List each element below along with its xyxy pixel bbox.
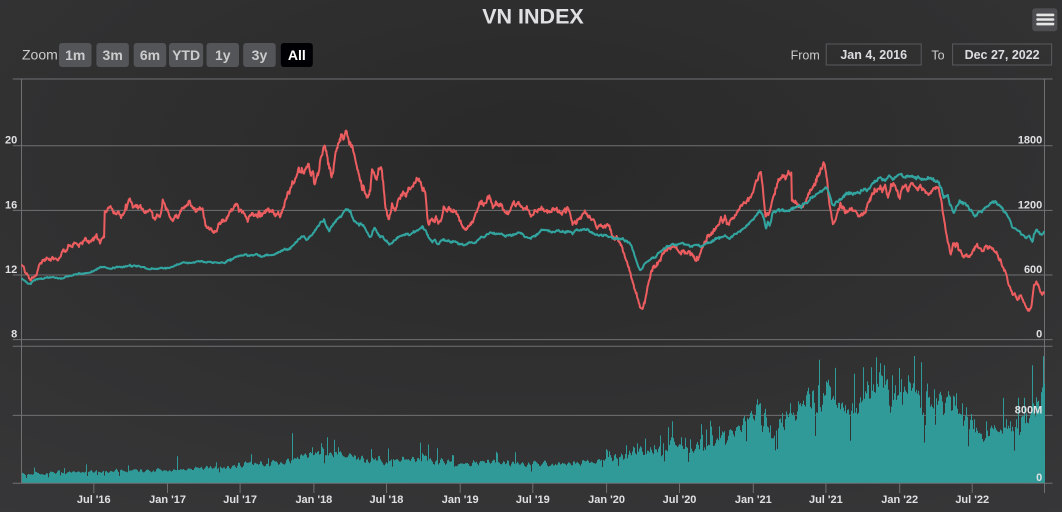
svg-text:3m: 3m xyxy=(103,47,123,63)
svg-text:8: 8 xyxy=(11,329,17,341)
svg-text:6m: 6m xyxy=(140,47,160,63)
svg-text:YTD: YTD xyxy=(172,47,200,63)
svg-text:3y: 3y xyxy=(252,47,268,63)
svg-text:Jul '18: Jul '18 xyxy=(370,494,404,506)
svg-text:Jul '17: Jul '17 xyxy=(223,494,257,506)
svg-text:0: 0 xyxy=(1036,472,1042,484)
svg-text:VN INDEX: VN INDEX xyxy=(482,5,584,29)
svg-text:Dec 27, 2022: Dec 27, 2022 xyxy=(965,48,1040,62)
svg-text:From: From xyxy=(791,49,820,63)
svg-text:Jul '16: Jul '16 xyxy=(77,494,111,506)
svg-text:1y: 1y xyxy=(215,47,231,63)
svg-text:1200: 1200 xyxy=(1018,199,1042,211)
svg-text:Jan '22: Jan '22 xyxy=(881,494,918,506)
svg-text:All: All xyxy=(288,47,306,63)
svg-text:Jul '21: Jul '21 xyxy=(809,494,843,506)
svg-text:1800: 1800 xyxy=(1018,135,1042,147)
svg-text:Jan '21: Jan '21 xyxy=(735,494,772,506)
svg-text:Jul '19: Jul '19 xyxy=(516,494,550,506)
svg-text:Jan '18: Jan '18 xyxy=(295,494,332,506)
svg-text:1m: 1m xyxy=(65,47,85,63)
svg-text:0: 0 xyxy=(1036,329,1042,341)
svg-text:20: 20 xyxy=(5,135,17,147)
svg-text:12: 12 xyxy=(5,264,17,276)
svg-text:Jul '20: Jul '20 xyxy=(663,494,697,506)
svg-text:Jan 4, 2016: Jan 4, 2016 xyxy=(840,48,907,62)
svg-text:Jan '19: Jan '19 xyxy=(442,494,479,506)
svg-text:16: 16 xyxy=(5,199,17,211)
svg-text:Jul '22: Jul '22 xyxy=(955,494,989,506)
svg-text:600: 600 xyxy=(1024,264,1042,276)
svg-text:Jan '17: Jan '17 xyxy=(149,494,186,506)
svg-text:Jan '20: Jan '20 xyxy=(588,494,625,506)
svg-text:Zoom: Zoom xyxy=(22,47,58,63)
svg-text:800M: 800M xyxy=(1015,404,1043,416)
svg-text:To: To xyxy=(931,49,944,63)
